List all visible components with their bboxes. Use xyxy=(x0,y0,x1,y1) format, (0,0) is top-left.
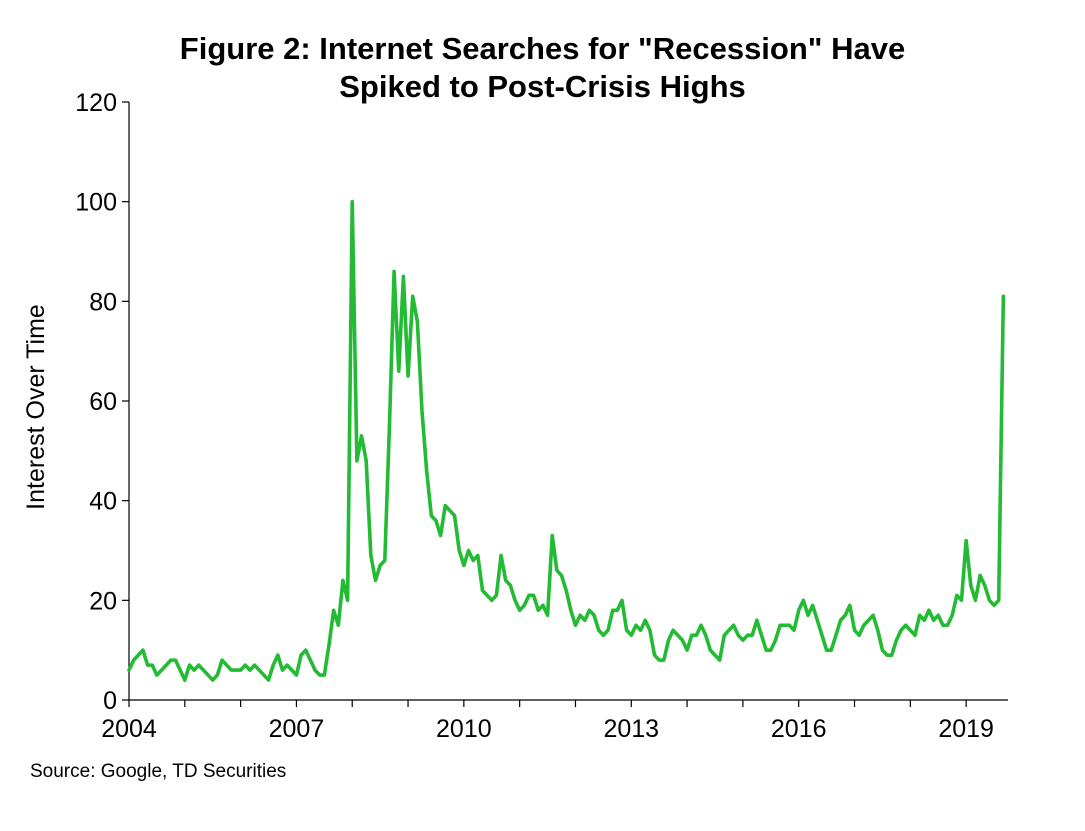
x-tick-label: 2013 xyxy=(603,715,659,743)
y-axis-title: Interest Over Time xyxy=(22,304,50,510)
x-tick-label: 2019 xyxy=(938,715,994,743)
y-tick-label: 20 xyxy=(89,587,117,615)
y-ticks: 0 20 40 60 80 100 120 xyxy=(75,89,129,715)
chart-title-line-2: Spiked to Post-Crisis Highs xyxy=(339,69,746,104)
y-tick-label: 120 xyxy=(75,89,117,117)
y-tick-label: 40 xyxy=(89,488,117,516)
source-note: Source: Google, TD Securities xyxy=(30,761,287,782)
chart-title-line-1: Figure 2: Internet Searches for "Recessi… xyxy=(179,31,906,66)
x-tick-label: 2007 xyxy=(269,715,325,743)
x-ticks: 2004 2007 2010 2013 2016 2019 xyxy=(101,700,994,743)
series-group xyxy=(127,199,1006,682)
series-line-recession xyxy=(127,199,1006,682)
y-tick-label: 100 xyxy=(75,189,117,217)
x-tick-label: 2004 xyxy=(101,715,157,743)
x-tick-label: 2016 xyxy=(771,715,827,743)
x-tick-label: 2010 xyxy=(436,715,492,743)
y-tick-label: 60 xyxy=(89,388,117,416)
y-tick-label: 0 xyxy=(103,687,117,715)
line-chart: 0 20 40 60 80 100 120 2004 2007 2010 2013 2016 2019… xyxy=(22,89,1008,743)
y-tick-label: 80 xyxy=(89,288,117,316)
